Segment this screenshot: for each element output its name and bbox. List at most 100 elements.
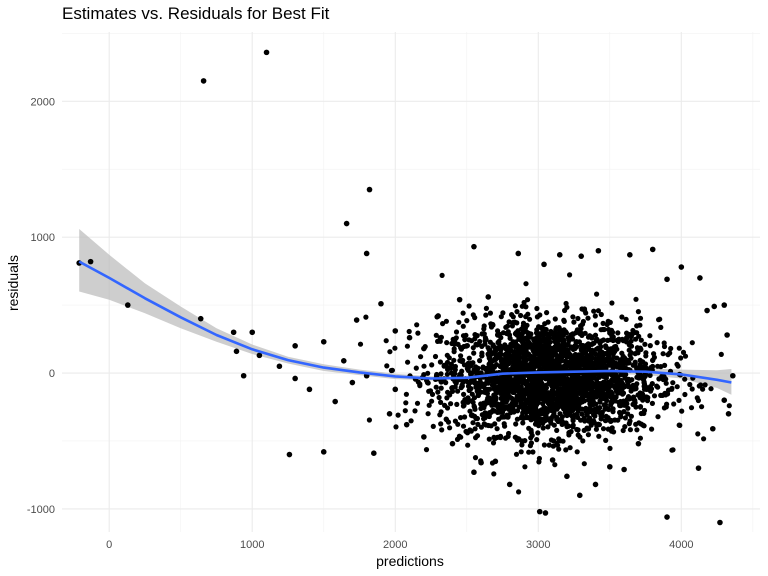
data-point [472,332,478,338]
data-point [576,357,582,363]
data-point [477,358,483,364]
data-point [429,362,435,368]
data-point [445,366,451,373]
data-point [585,380,591,386]
data-point [655,384,661,390]
data-point [484,369,490,375]
data-point [620,353,626,359]
data-point [591,384,597,390]
data-point [633,336,639,342]
data-point [637,435,644,441]
data-point [625,411,631,417]
data-point [730,372,736,379]
data-point [614,355,620,361]
data-point [575,361,581,367]
data-point [574,426,580,433]
data-point [320,338,327,345]
data-point [655,414,661,420]
data-point [618,372,625,378]
data-point [553,325,559,331]
data-point [662,362,668,368]
data-point [635,440,642,447]
data-point [593,337,600,343]
data-point [470,312,476,318]
data-point [724,332,730,338]
data-point [526,365,532,371]
data-point [517,336,523,342]
data-point [460,310,466,316]
data-point [402,408,408,414]
data-point [621,466,627,473]
data-point [499,400,505,406]
data-point [554,427,560,433]
data-point [461,391,467,397]
data-point [591,407,597,413]
data-point [518,449,524,455]
data-point [654,340,660,346]
data-point [637,322,643,328]
data-point [553,360,559,366]
data-point [575,315,581,322]
data-point [560,332,567,338]
data-point [622,415,629,421]
data-point [598,311,604,318]
data-point [668,345,674,352]
data-point [569,404,575,410]
data-point [541,350,548,356]
data-point [481,421,487,427]
data-point [292,375,298,382]
data-point [604,397,610,404]
data-point [465,395,471,401]
data-point [456,319,462,325]
data-point [592,413,598,419]
data-point [546,442,552,448]
data-point [392,386,399,393]
data-point [550,443,556,449]
data-point [618,411,624,417]
y-tick-label: 0 [49,368,55,380]
data-point [466,355,472,361]
data-point [717,519,723,526]
data-point [514,309,520,315]
data-point [405,359,411,365]
data-point [679,408,685,414]
data-point [488,324,495,330]
data-point [624,378,631,385]
data-point [587,396,593,402]
data-point [628,385,634,391]
data-point [616,388,622,394]
data-point [622,400,628,406]
data-point [532,339,538,345]
data-point [660,373,666,379]
data-point [567,445,573,451]
data-point [503,324,509,330]
data-point [444,352,450,358]
data-point [527,391,533,397]
data-point [230,329,237,336]
data-point [613,394,619,400]
data-point [475,365,481,371]
data-point [533,330,540,336]
data-point [607,463,613,470]
x-tick-label: 4000 [669,539,693,551]
data-point [576,404,582,411]
data-points [76,49,736,526]
data-point [610,347,617,353]
data-point [602,406,608,412]
data-point [487,310,493,316]
data-point [392,345,398,351]
data-point [332,398,338,405]
data-point [687,381,693,388]
data-point [468,363,474,369]
data-point [600,373,606,379]
data-point [320,449,327,455]
data-point [594,423,600,429]
data-point [539,345,545,351]
data-point [388,367,394,374]
data-point [571,345,577,351]
data-point [532,413,538,420]
data-point [576,492,583,499]
data-point [502,423,508,429]
data-point [581,461,587,467]
data-point [371,450,377,456]
